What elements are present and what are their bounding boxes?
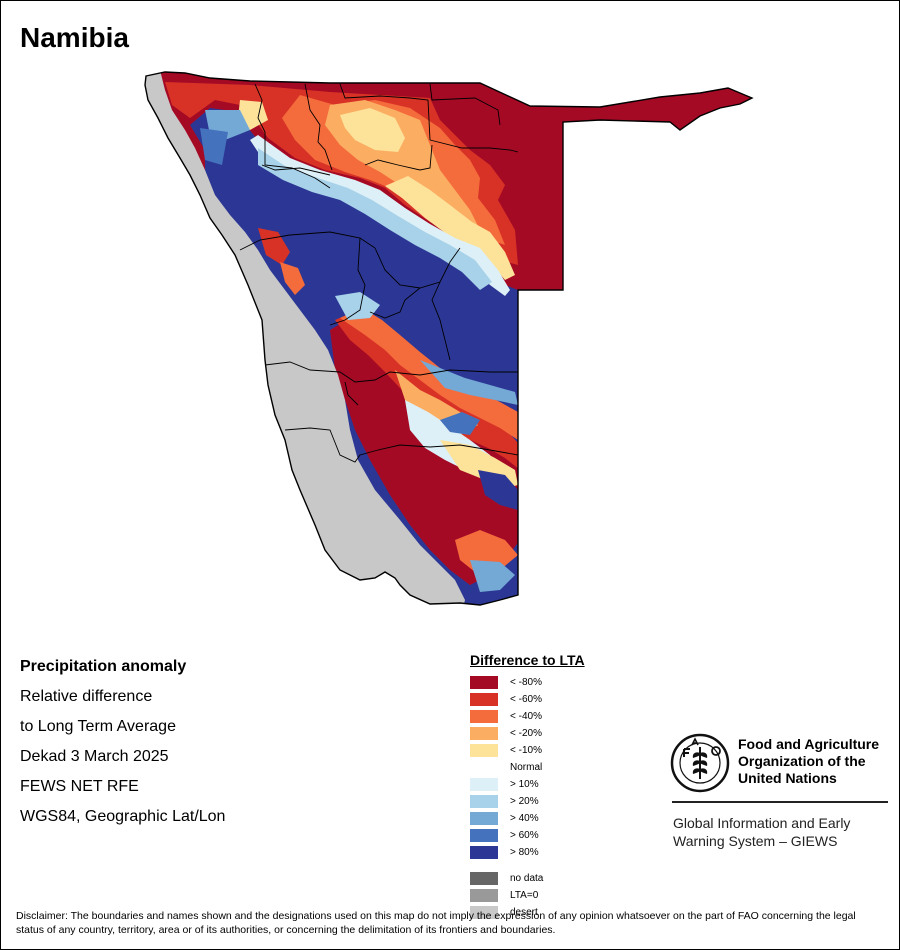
info-line-1: Relative difference bbox=[20, 688, 153, 705]
legend-item: < -10% bbox=[470, 742, 650, 759]
legend-label: < -10% bbox=[510, 745, 542, 756]
map-info: Precipitation anomaly Relative differenc… bbox=[20, 657, 400, 837]
legend-label: > 80% bbox=[510, 847, 539, 858]
legend-item: > 40% bbox=[470, 810, 650, 827]
legend-swatch bbox=[470, 829, 498, 842]
legend-item: < -80% bbox=[470, 674, 650, 691]
legend-label: > 10% bbox=[510, 779, 539, 790]
legend-label: > 20% bbox=[510, 796, 539, 807]
divider bbox=[672, 801, 888, 803]
info-heading: Precipitation anomaly bbox=[20, 658, 187, 675]
legend-swatch bbox=[470, 906, 498, 919]
legend-title: Difference to LTA bbox=[470, 652, 585, 668]
legend-label: > 40% bbox=[510, 813, 539, 824]
legend-item: > 10% bbox=[470, 776, 650, 793]
legend-label: < -80% bbox=[510, 677, 542, 688]
legend: Difference to LTA < -80% < -60% < -40% <… bbox=[470, 652, 650, 921]
legend-item: > 80% bbox=[470, 844, 650, 861]
disclaimer: Disclaimer: The boundaries and names sho… bbox=[16, 910, 856, 936]
fao-logo-icon bbox=[670, 733, 730, 793]
legend-item: no data bbox=[470, 870, 650, 887]
legend-label: no data bbox=[510, 873, 544, 884]
info-line-3: Dekad 3 March 2025 bbox=[20, 748, 169, 765]
legend-item: > 60% bbox=[470, 827, 650, 844]
legend-item: desert bbox=[470, 904, 650, 921]
country-outline bbox=[144, 71, 754, 606]
legend-label: > 60% bbox=[510, 830, 539, 841]
legend-item: LTA=0 bbox=[470, 887, 650, 904]
info-line-2: to Long Term Average bbox=[20, 718, 176, 735]
legend-item: < -40% bbox=[470, 708, 650, 725]
legend-swatch bbox=[470, 744, 498, 757]
admin-boundaries bbox=[239, 83, 519, 463]
legend-swatch bbox=[470, 889, 498, 902]
legend-label: < -60% bbox=[510, 694, 542, 705]
legend-label: < -40% bbox=[510, 711, 542, 722]
map-title: Namibia bbox=[20, 22, 129, 53]
legend-label: desert bbox=[510, 907, 538, 918]
namibia-anomaly-map bbox=[144, 71, 754, 606]
legend-swatch bbox=[470, 676, 498, 689]
legend-item: < -20% bbox=[470, 725, 650, 742]
legend-label: < -20% bbox=[510, 728, 542, 739]
fao-name: Food and Agriculture Organization of the… bbox=[738, 736, 880, 786]
info-line-5: WGS84, Geographic Lat/Lon bbox=[20, 808, 226, 825]
legend-swatch bbox=[470, 778, 498, 791]
legend-swatch bbox=[470, 795, 498, 808]
map-area bbox=[0, 60, 900, 620]
legend-swatch bbox=[470, 693, 498, 706]
info-line-4: FEWS NET RFE bbox=[20, 778, 139, 795]
legend-swatch bbox=[470, 872, 498, 885]
legend-swatch bbox=[470, 727, 498, 740]
giews-label: Global Information and Early Warning Sys… bbox=[673, 815, 851, 849]
anomaly-fill bbox=[145, 72, 752, 605]
legend-normal-label: Normal bbox=[510, 762, 543, 773]
legend-item: > 20% bbox=[470, 793, 650, 810]
legend-swatch bbox=[470, 812, 498, 825]
legend-item: < -60% bbox=[470, 691, 650, 708]
legend-swatch bbox=[470, 846, 498, 859]
legend-swatch bbox=[470, 710, 498, 723]
legend-label: LTA=0 bbox=[510, 890, 539, 901]
